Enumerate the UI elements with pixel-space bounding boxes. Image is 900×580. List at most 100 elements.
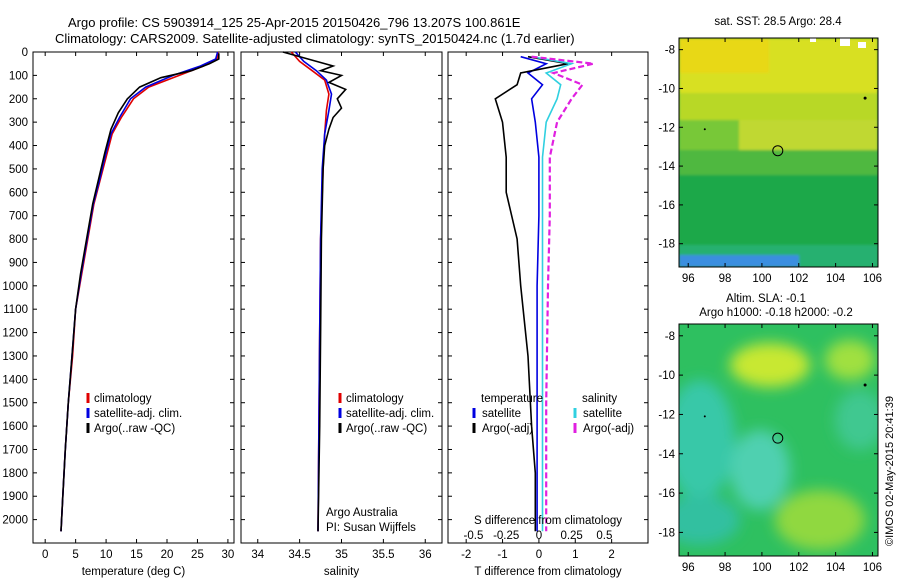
sla_map-ytick-label: -16 xyxy=(658,488,675,500)
sla_map-xtick-label: 102 xyxy=(789,562,808,574)
sst_map-xtick-label: 96 xyxy=(682,273,695,285)
temperature-xtick-label: 15 xyxy=(130,549,143,561)
salinity-legend-item-0: climatology xyxy=(346,393,404,405)
sst_map-island-marker xyxy=(863,96,867,100)
difference-xtick-label: 0 xyxy=(536,549,542,561)
salinity-xtick-label: 34.5 xyxy=(288,549,310,561)
difference-plot-frame xyxy=(447,51,649,544)
sst_map-ytick-label: -14 xyxy=(658,161,675,173)
salinity-series-0 xyxy=(290,51,330,532)
diff-legend-item-0: satellite xyxy=(482,408,521,420)
sla_map-ytick-label: -8 xyxy=(665,331,675,343)
salinity-xtick-label: 35 xyxy=(335,549,348,561)
sst_map-ytick-label: -16 xyxy=(658,200,675,212)
sla_map-xtick-label: 106 xyxy=(863,562,882,574)
sst_map-ytick-label: -10 xyxy=(658,83,675,95)
sla_map-ytick-label: -12 xyxy=(658,409,675,421)
salinity-profile-panel: 34 34.5 35 35.5 36 salinity climatology satelli… xyxy=(240,51,443,578)
difference-xtick-label: 1 xyxy=(572,549,578,561)
temperature-xlabel: temperature (deg C) xyxy=(82,566,186,578)
imos-timestamp: ©IMOS 02-May-2015 20:41:39 xyxy=(884,396,896,546)
temperature-xtick-label: 5 xyxy=(72,549,78,561)
temperature-ytick-label: 900 xyxy=(9,257,28,269)
difference-profile-panel: -2 -1 0 1 2 T difference from climatology temp… xyxy=(447,51,649,578)
temperature-ytick-label: 500 xyxy=(9,164,28,176)
diff-legend-item-3: Argo(-adj) xyxy=(583,423,634,435)
sst_map-xtick-label: 104 xyxy=(826,273,846,285)
sla-map-title: Altim. SLA: -0.1 xyxy=(726,293,806,305)
salinity-plot-frame xyxy=(240,51,443,544)
difference-xtick-label: -1 xyxy=(497,549,507,561)
temperature-ytick-label: 0 xyxy=(22,47,28,59)
sla_map-xtick-label: 100 xyxy=(752,562,771,574)
temperature-ytick-label: 400 xyxy=(9,141,28,153)
salinity-xlabel: salinity xyxy=(324,566,359,578)
sst-map-axes: 96 98 100 102 104 106 -8 -10 -12 -14 -16 -18 xyxy=(658,38,882,285)
temperature-xtick-label: 30 xyxy=(222,549,235,561)
temperature-series-1 xyxy=(60,51,219,532)
diff-legend-item-2: satellite xyxy=(583,408,622,420)
sla_map-ytick-label: -18 xyxy=(658,527,675,539)
temperature-ytick-label: 200 xyxy=(9,94,28,106)
temperature-ytick-label: 1000 xyxy=(2,281,28,293)
temperature-ytick-label: 1700 xyxy=(2,444,28,456)
temperature-ytick-label: 600 xyxy=(9,187,28,199)
temperature-ytick-label: 2000 xyxy=(2,515,28,527)
header-line-1: Argo profile: CS 5903914_125 25-Apr-2015… xyxy=(68,15,521,30)
sla-map-axes: 96 98 100 102 104 106 -8 -10 -12 -14 -16 -18 xyxy=(658,324,882,574)
temperature-series-2 xyxy=(60,53,220,532)
difference-xtick-label: 2 xyxy=(608,549,614,561)
sst_map-float-marker xyxy=(772,145,784,157)
diff-xlabel-top: S difference from climatology xyxy=(474,515,622,527)
temperature-ytick-label: 1500 xyxy=(2,398,28,410)
temperature-series-0 xyxy=(60,51,219,532)
diff-top-tick-label: -0.5 xyxy=(464,530,484,542)
sla_map-island-marker-2 xyxy=(703,415,706,418)
temperature-legend-item-0: climatology xyxy=(94,393,152,405)
diff-legend-title-temperature: temperature xyxy=(481,393,543,405)
sla_map-xtick-label: 104 xyxy=(826,562,846,574)
diff-top-tick-label: 0 xyxy=(536,530,542,542)
salinity-series-2 xyxy=(282,51,348,532)
temperature-ytick-label: 1600 xyxy=(2,421,28,433)
temperature-ytick-label: 1800 xyxy=(2,468,28,480)
sst_map-island-marker-2 xyxy=(703,128,706,131)
sla_map-xtick-label: 96 xyxy=(682,562,695,574)
diff-top-tick-label: -0.25 xyxy=(493,530,519,542)
difference-series-1 xyxy=(494,55,569,532)
difference-xtick-label: -2 xyxy=(461,549,471,561)
temperature-ytick-label: 800 xyxy=(9,234,28,246)
pi-label: PI: Susan Wijffels xyxy=(326,522,416,534)
temperature-xtick-label: 0 xyxy=(42,549,48,561)
salinity-legend-item-2: Argo(..raw -QC) xyxy=(346,423,427,435)
temperature-ytick-label: 300 xyxy=(9,117,28,129)
salinity-series-1 xyxy=(294,51,333,532)
sst_map-ytick-label: -12 xyxy=(658,122,675,134)
salinity-xtick-label: 36 xyxy=(419,549,432,561)
temperature-profile-panel: 0 5 10 15 20 25 300100200300400500600700800900… xyxy=(2,47,235,578)
sst_map-xtick-label: 98 xyxy=(719,273,732,285)
sst_map-ytick-label: -8 xyxy=(665,45,675,57)
diff-top-tick-label: 0.25 xyxy=(560,530,582,542)
sst-map-panel: sat. SST: 28.5 Argo: 28.4 96 98 100 102 104 1… xyxy=(658,16,882,285)
temperature-ytick-label: 1900 xyxy=(2,491,28,503)
temperature-xtick-label: 20 xyxy=(161,549,174,561)
sst_map-xtick-label: 102 xyxy=(789,273,808,285)
sst_map-ytick-label: -18 xyxy=(658,239,675,251)
temperature-xtick-label: 25 xyxy=(191,549,204,561)
temperature-ytick-label: 1300 xyxy=(2,351,28,363)
sla-map-panel: Altim. SLA: -0.1 Argo h1000: -0.18 h2000… xyxy=(658,293,882,574)
difference-series-3 xyxy=(531,55,594,532)
temperature-legend-item-2: Argo(..raw -QC) xyxy=(94,423,175,435)
difference-series-2 xyxy=(531,55,575,532)
temperature-plot-frame xyxy=(32,51,235,544)
temperature-ytick-label: 1400 xyxy=(2,374,28,386)
header-line-2: Climatology: CARS2009. Satellite-adjuste… xyxy=(55,31,575,46)
sst_map-xtick-label: 100 xyxy=(752,273,771,285)
salinity-xtick-label: 34 xyxy=(251,549,264,561)
temperature-legend-item-1: satellite-adj. clim. xyxy=(94,408,182,420)
temperature-ytick-label: 700 xyxy=(9,211,28,223)
diff-top-tick-label: 0.5 xyxy=(596,530,612,542)
sst_map-xtick-label: 106 xyxy=(863,273,882,285)
